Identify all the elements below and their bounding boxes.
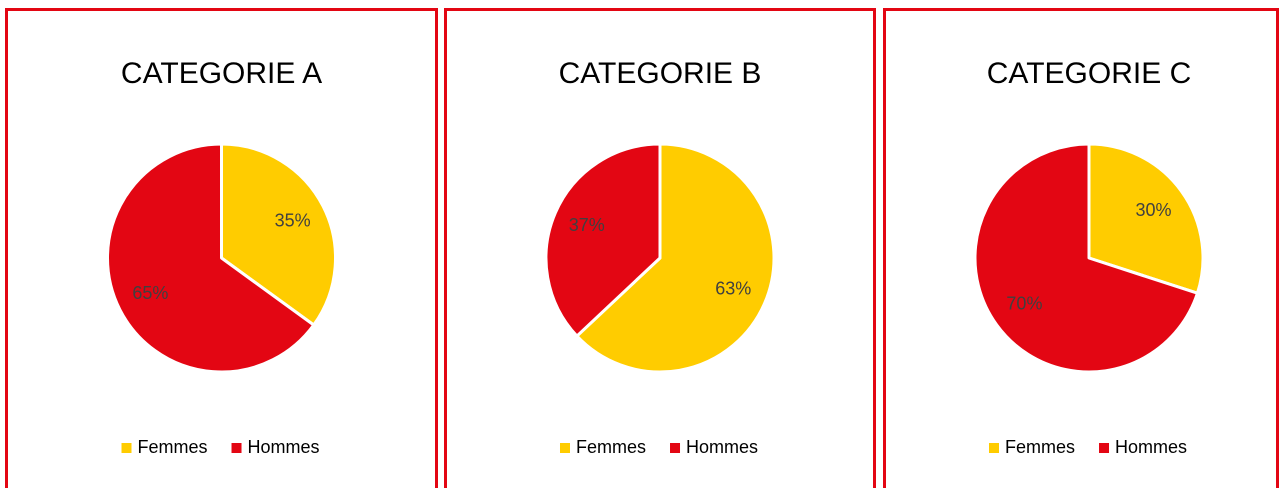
legend-swatch xyxy=(670,443,681,453)
chart-title: CATEGORIE A xyxy=(121,57,322,90)
legend-label: Femmes xyxy=(1005,437,1075,457)
legend-swatch xyxy=(989,443,999,453)
data-label: 65% xyxy=(132,283,168,303)
panel-border xyxy=(444,8,876,488)
panel-border xyxy=(5,8,438,488)
legend-swatch xyxy=(231,443,242,453)
pie-slice xyxy=(544,142,662,338)
data-label: 30% xyxy=(1136,200,1172,220)
chart: CATEGORIE A 35% 65% Femmes Hommes xyxy=(5,8,438,488)
pie-slice xyxy=(575,142,776,374)
chart-title: CATEGORIE C xyxy=(987,57,1191,90)
legend-label: Hommes xyxy=(1115,437,1187,457)
data-label: 70% xyxy=(1006,294,1042,314)
pie-slice xyxy=(220,142,337,327)
pie-slice xyxy=(973,142,1199,374)
data-label: 37% xyxy=(569,215,605,235)
legend-label: Hommes xyxy=(686,437,758,457)
legend-swatch xyxy=(560,443,570,453)
legend-label: Hommes xyxy=(248,437,320,457)
data-label: 63% xyxy=(715,278,751,298)
panel-border xyxy=(883,8,1279,488)
pie-slice xyxy=(1087,142,1205,295)
legend-label: Femmes xyxy=(138,437,208,457)
chart-title: CATEGORIE B xyxy=(559,57,762,90)
chart: CATEGORIE B 63% 37% Femmes Hommes xyxy=(444,8,876,488)
pie-slice xyxy=(106,142,316,374)
chart: CATEGORIE C 30% 70% Femmes Hommes xyxy=(883,8,1279,488)
data-label: 35% xyxy=(275,211,311,231)
legend-swatch xyxy=(1099,443,1110,453)
legend-label: Femmes xyxy=(576,437,646,457)
legend-swatch xyxy=(121,443,132,453)
